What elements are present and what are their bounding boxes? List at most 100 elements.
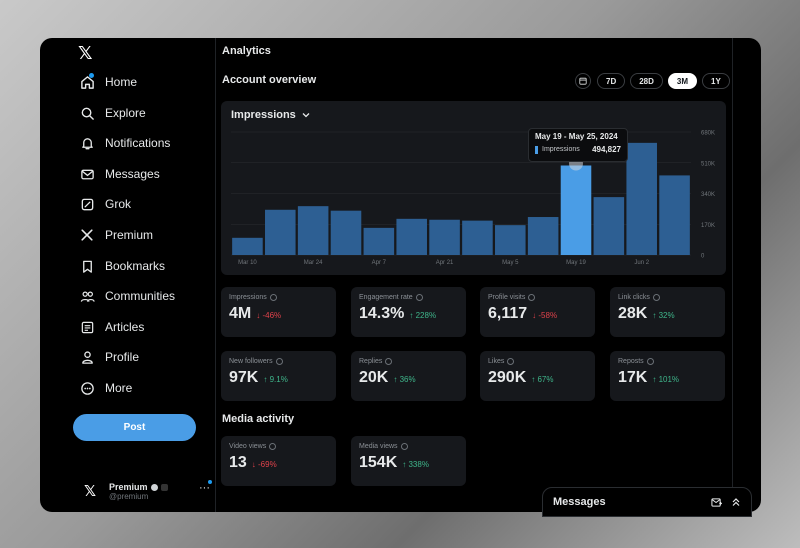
metric-card-reposts[interactable]: Reposts 17K ↑ 101% bbox=[610, 351, 725, 401]
x-tick-label: Mar 24 bbox=[304, 260, 323, 266]
sidebar-item-label: Premium bbox=[105, 228, 154, 242]
more-circle-icon bbox=[78, 379, 96, 397]
chart-bar[interactable] bbox=[297, 206, 329, 255]
y-tick-label: 510K bbox=[701, 161, 715, 167]
metric-card-engagement-rate[interactable]: Engagement rate 14.3% ↑ 228% bbox=[351, 287, 466, 337]
tooltip-swatch bbox=[535, 145, 538, 154]
x-tick-label: Apr 21 bbox=[436, 260, 454, 266]
range-tab-1y[interactable]: 1Y bbox=[702, 73, 730, 89]
tooltip-title: May 19 - May 25, 2024 bbox=[535, 132, 618, 141]
sidebar-divider bbox=[215, 38, 216, 512]
search-icon bbox=[78, 104, 96, 122]
account-notification-dot bbox=[208, 480, 212, 484]
avatar: 𝕏 bbox=[83, 482, 97, 500]
x-logo-icon[interactable]: 𝕏 bbox=[78, 43, 93, 64]
account-switcher[interactable]: 𝕏 Premium @premium ··· bbox=[80, 478, 212, 504]
x-tick-label: Apr 7 bbox=[372, 260, 387, 266]
sidebar-item-more[interactable]: More bbox=[78, 375, 132, 401]
info-icon bbox=[646, 358, 654, 365]
info-icon bbox=[400, 443, 408, 450]
metric-card-media-views[interactable]: Media views 154K ↑ 338% bbox=[351, 436, 466, 486]
chart-bar[interactable] bbox=[560, 165, 592, 255]
sidebar-item-grok[interactable]: Grok bbox=[78, 191, 131, 217]
metric-card-likes[interactable]: Likes 290K ↑ 67% bbox=[480, 351, 595, 401]
chart-bar[interactable] bbox=[232, 237, 263, 255]
sidebar-item-label: Notifications bbox=[105, 136, 171, 150]
chart-bar[interactable] bbox=[527, 217, 559, 255]
chart-bar[interactable] bbox=[626, 142, 657, 255]
chart-metric-dropdown[interactable]: Impressions bbox=[231, 109, 310, 121]
metric-delta: ↑ 32% bbox=[652, 311, 675, 320]
info-icon bbox=[507, 358, 515, 365]
metric-card-link-clicks[interactable]: Link clicks 28K ↑ 32% bbox=[610, 287, 725, 337]
sidebar-item-notifications[interactable]: Notifications bbox=[78, 130, 170, 156]
range-tabs: 7D 28D 3M 1Y bbox=[575, 73, 735, 89]
right-divider bbox=[732, 38, 733, 512]
bell-icon bbox=[78, 134, 96, 152]
chart-bar[interactable] bbox=[462, 220, 493, 255]
sidebar-item-label: Articles bbox=[105, 320, 145, 334]
metric-card-profile-visits[interactable]: Profile visits 6,117 ↓ -58% bbox=[480, 287, 595, 337]
sidebar-item-home[interactable]: Home bbox=[78, 69, 137, 95]
range-tab-3m[interactable]: 3M bbox=[667, 73, 698, 89]
metric-label: Media views bbox=[359, 443, 398, 450]
account-name: Premium bbox=[109, 481, 148, 492]
info-icon bbox=[269, 443, 277, 450]
post-button[interactable]: Post bbox=[73, 414, 196, 441]
metric-delta: ↑ 36% bbox=[393, 375, 416, 384]
more-icon[interactable]: ··· bbox=[199, 482, 210, 494]
sidebar-item-articles[interactable]: Articles bbox=[78, 314, 144, 340]
new-message-icon[interactable] bbox=[711, 497, 722, 508]
chevron-up-double-icon[interactable] bbox=[731, 497, 741, 507]
impressions-chart[interactable]: 0 170K 340K 510K 680K Mar 10 Mar 24 Apr 7 Apr 21… bbox=[221, 101, 726, 275]
sidebar-item-profile[interactable]: Profile bbox=[78, 344, 139, 370]
range-tab-7d[interactable]: 7D bbox=[597, 73, 626, 89]
metric-label: New followers bbox=[229, 358, 273, 365]
chart-bar[interactable] bbox=[330, 210, 362, 255]
chart-bar[interactable] bbox=[659, 175, 690, 255]
calendar-button[interactable] bbox=[575, 73, 591, 89]
messages-drawer-title: Messages bbox=[553, 496, 606, 508]
sidebar-item-messages[interactable]: Messages bbox=[78, 161, 160, 187]
sidebar: 𝕏 Home Explore Notifications Messages bbox=[40, 38, 215, 512]
person-icon bbox=[78, 348, 96, 366]
metric-value: 97K bbox=[229, 369, 259, 386]
sidebar-item-explore[interactable]: Explore bbox=[78, 100, 146, 126]
chart-bar[interactable] bbox=[396, 218, 427, 255]
chart-bar[interactable] bbox=[265, 209, 296, 255]
y-tick-label: 0 bbox=[701, 254, 705, 260]
x-tick-label: May 5 bbox=[502, 260, 519, 266]
metric-value: 4M bbox=[229, 305, 252, 322]
account-info: Premium @premium bbox=[109, 482, 168, 501]
metric-card-new-followers[interactable]: New followers 97K ↑ 9.1% bbox=[221, 351, 336, 401]
info-icon bbox=[528, 294, 536, 301]
sidebar-item-label: More bbox=[105, 381, 133, 395]
metric-value: 6,117 bbox=[488, 305, 528, 322]
metric-card-impressions[interactable]: Impressions 4M ↓ -46% bbox=[221, 287, 336, 337]
y-tick-label: 340K bbox=[701, 192, 715, 198]
info-icon bbox=[385, 358, 393, 365]
analytics-window: 𝕏 Home Explore Notifications Messages bbox=[40, 38, 761, 512]
chart-bar[interactable] bbox=[495, 225, 526, 255]
sidebar-item-bookmarks[interactable]: Bookmarks bbox=[78, 253, 165, 279]
x-premium-icon bbox=[78, 226, 96, 244]
metric-delta: ↑ 228% bbox=[409, 311, 437, 320]
metric-value: 290K bbox=[488, 369, 527, 386]
metric-card-replies[interactable]: Replies 20K ↑ 36% bbox=[351, 351, 466, 401]
messages-drawer[interactable]: Messages bbox=[542, 487, 752, 517]
article-icon bbox=[78, 318, 96, 336]
chart-title: Impressions bbox=[231, 109, 296, 121]
tooltip-value: 494,827 bbox=[592, 145, 621, 154]
metric-value: 154K bbox=[359, 454, 398, 471]
range-tab-28d[interactable]: 28D bbox=[630, 73, 663, 89]
chart-bar[interactable] bbox=[429, 219, 460, 255]
x-tick-label: May 19 bbox=[566, 260, 586, 266]
sidebar-item-communities[interactable]: Communities bbox=[78, 283, 175, 309]
page-title: Analytics bbox=[222, 45, 271, 57]
chevron-down-icon bbox=[302, 113, 310, 118]
chart-bar[interactable] bbox=[363, 227, 395, 255]
chart-bar[interactable] bbox=[593, 197, 625, 255]
sidebar-item-premium[interactable]: Premium bbox=[78, 222, 153, 248]
metric-label: Replies bbox=[359, 358, 383, 365]
metric-card-video-views[interactable]: Video views 13 ↓ -69% bbox=[221, 436, 336, 486]
